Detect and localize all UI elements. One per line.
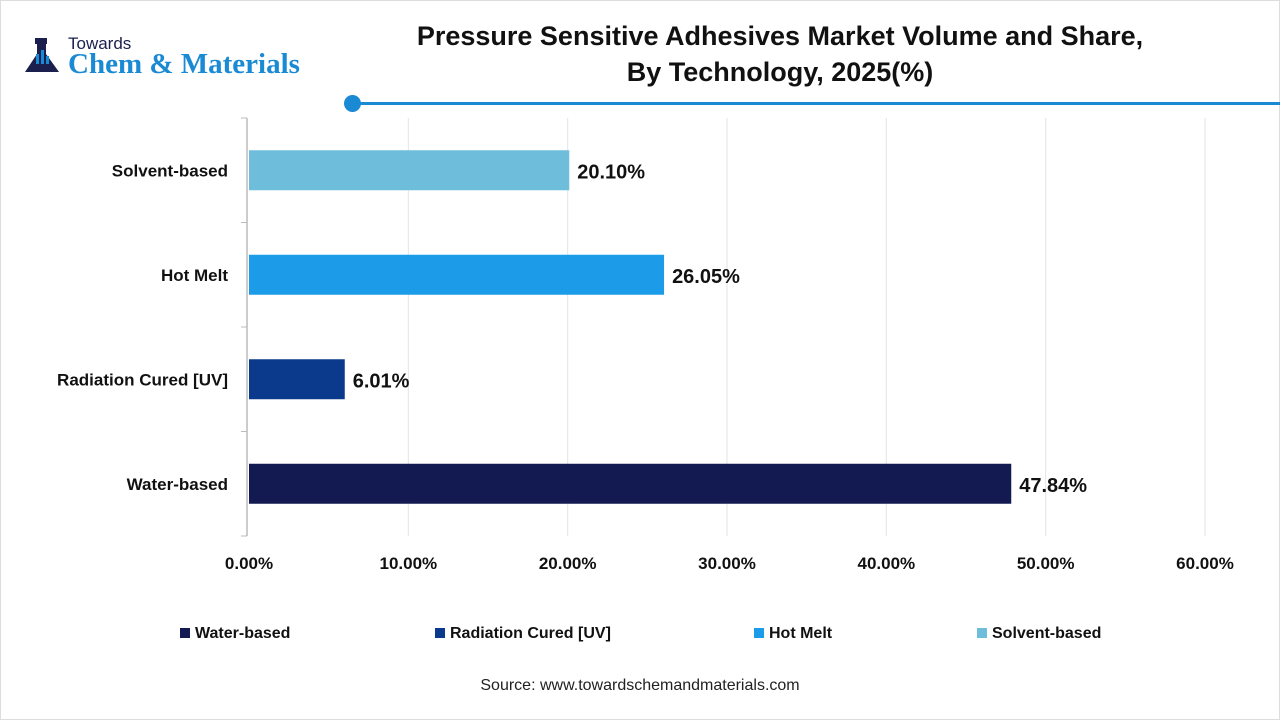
flask-icon xyxy=(25,38,59,72)
x-tick-label: 50.00% xyxy=(1017,554,1075,573)
data-label: 20.10% xyxy=(577,161,645,183)
title-rule xyxy=(352,102,1280,105)
category-label: Solvent-based xyxy=(112,161,228,180)
logo-name: Chem & Materials xyxy=(68,48,300,80)
data-label: 6.01% xyxy=(353,370,410,392)
legend-item: Radiation Cured [UV] xyxy=(435,625,611,643)
legend-label: Hot Melt xyxy=(769,625,833,642)
legend-swatch xyxy=(754,628,764,638)
source-text: Source: www.towardschemandmaterials.com xyxy=(480,677,800,694)
title-line-2: By Technology, 2025(%) xyxy=(626,57,934,87)
x-tick-label: 40.00% xyxy=(857,554,915,573)
x-tick-label: 0.00% xyxy=(225,554,273,573)
title-line-1: Pressure Sensitive Adhesives Market Volu… xyxy=(416,21,1144,51)
chart-title: Pressure Sensitive Adhesives Market Volu… xyxy=(360,18,1200,90)
x-tick-label: 60.00% xyxy=(1176,554,1234,573)
legend-label: Water-based xyxy=(195,625,291,642)
legend-item: Solvent-based xyxy=(977,625,1101,643)
category-label: Radiation Cured [UV] xyxy=(57,370,228,389)
legend-item: Hot Melt xyxy=(754,625,832,643)
legend-swatch xyxy=(435,628,445,638)
title-rule-dot xyxy=(344,95,361,112)
x-tick-label: 10.00% xyxy=(379,554,437,573)
category-label: Hot Melt xyxy=(161,266,228,285)
x-tick-label: 30.00% xyxy=(698,554,756,573)
data-label: 26.05% xyxy=(672,266,740,288)
legend-label: Radiation Cured [UV] xyxy=(450,625,611,642)
legend-label: Solvent-based xyxy=(992,625,1102,642)
x-tick-label: 20.00% xyxy=(539,554,597,573)
category-label: Water-based xyxy=(127,475,228,494)
data-label: 47.84% xyxy=(1019,475,1087,497)
bar-radiation-cured-uv- xyxy=(249,359,345,400)
bar-water-based xyxy=(249,463,1012,504)
logo-towards: Towards xyxy=(68,34,132,53)
legend-swatch xyxy=(180,628,190,638)
legend-swatch xyxy=(977,628,987,638)
bar-solvent-based xyxy=(249,150,570,191)
legend-item: Water-based xyxy=(180,625,290,643)
bar-hot-melt xyxy=(249,254,665,295)
